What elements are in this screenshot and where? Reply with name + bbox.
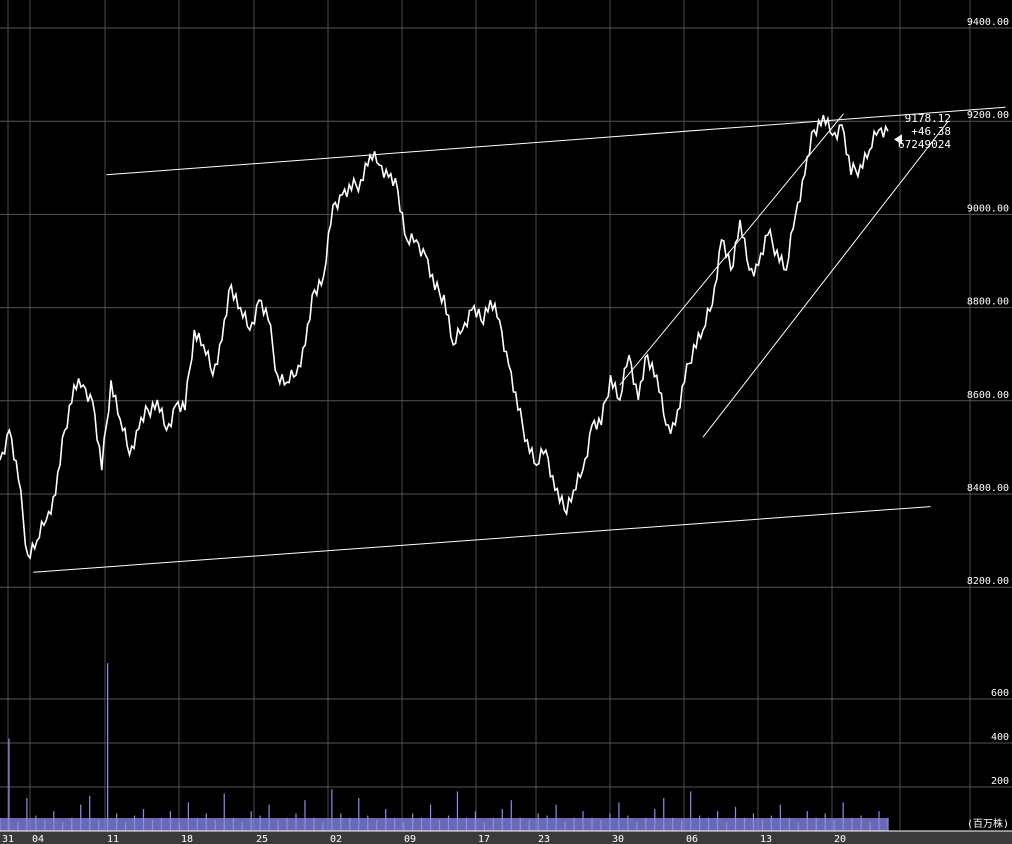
date-tick-label: 02 (330, 834, 342, 844)
volume-bars (0, 663, 889, 831)
date-tick-label: 23 (538, 834, 550, 844)
price-tick-label: 8600.00 (967, 390, 1009, 401)
trendline (33, 506, 931, 573)
volume-tick-label: 200 (991, 776, 1009, 787)
date-axis-band (0, 831, 1012, 844)
volume-base (0, 818, 888, 831)
price-change-label: +46.38 (911, 125, 951, 138)
date-tick-label: 31 (2, 834, 14, 844)
price-tick-label: 8200.00 (967, 576, 1009, 587)
date-tick-label: 17 (478, 834, 490, 844)
volume-tick-label: 600 (991, 688, 1009, 699)
last-price-marker-icon (894, 134, 902, 145)
price-series-line (0, 114, 889, 560)
date-tick-label: 30 (612, 834, 624, 844)
volume-unit-label: (百万株) (967, 817, 1009, 830)
price-tick-label: 9200.00 (967, 110, 1009, 121)
trendline (702, 120, 949, 438)
date-tick-label: 13 (760, 834, 772, 844)
last-price-label: 9178.12 (905, 112, 951, 125)
axis-labels: 9400.00 9200.00 9000.00 8800.00 8600.00 8400.… (0, 17, 1012, 844)
date-tick-label: 20 (834, 834, 846, 844)
volume-tick-label: 400 (991, 732, 1009, 743)
price-tick-label: 8400.00 (967, 483, 1009, 494)
date-tick-label: 25 (256, 834, 268, 844)
volume-readout-label: 67249024 (898, 138, 951, 151)
date-tick-label: 06 (686, 834, 698, 844)
date-tick-label: 11 (107, 834, 119, 844)
price-tick-label: 9400.00 (967, 17, 1009, 28)
date-tick-label: 09 (404, 834, 416, 844)
trendline (106, 106, 1006, 176)
price-tick-label: 8800.00 (967, 297, 1009, 308)
price-tick-label: 9000.00 (967, 203, 1009, 214)
date-tick-label: 04 (32, 834, 44, 844)
date-tick-label: 18 (181, 834, 193, 844)
